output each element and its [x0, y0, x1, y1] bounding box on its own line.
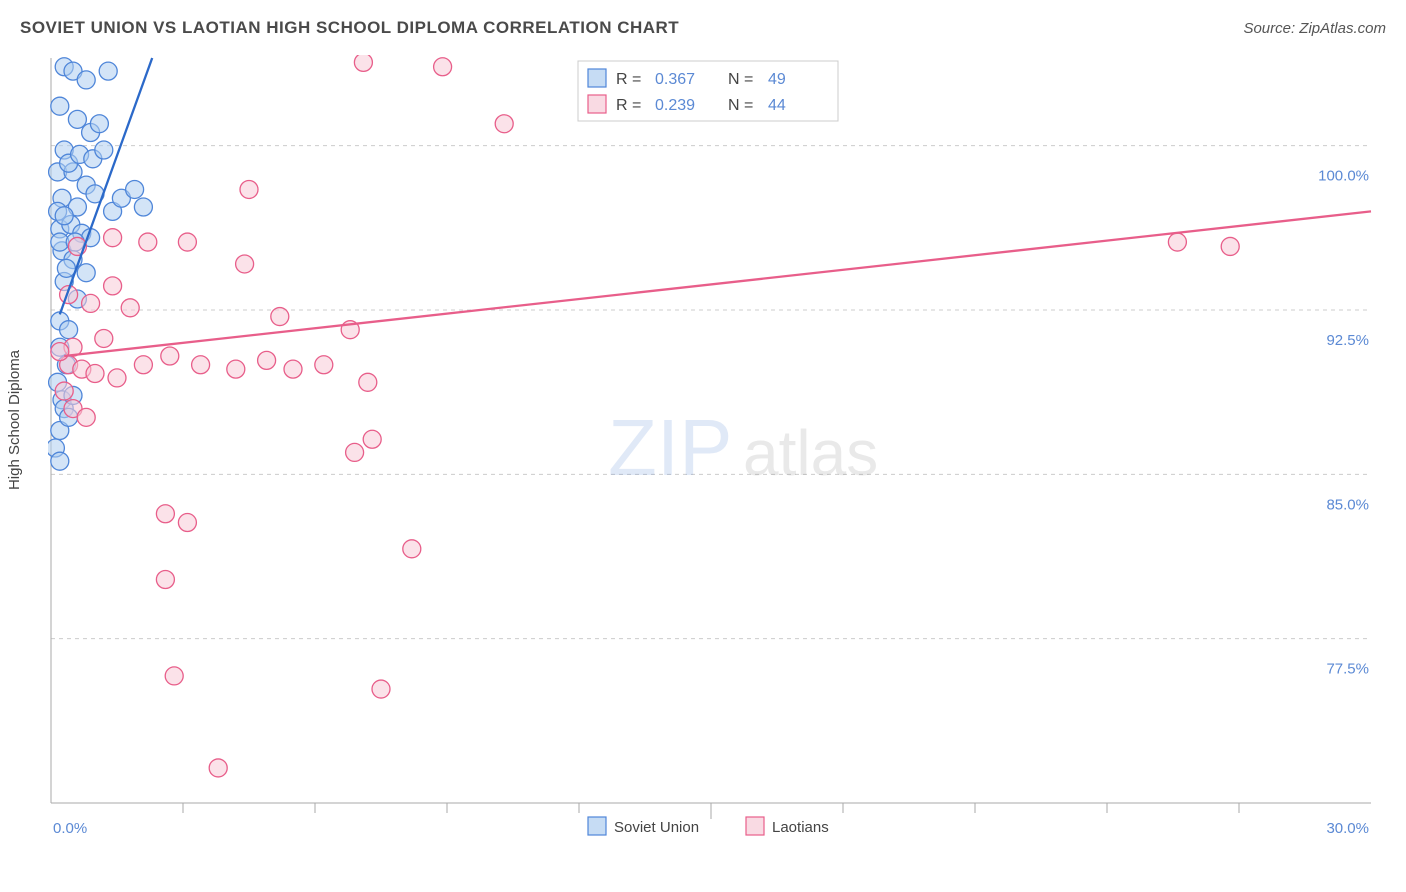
- x-tick-label: 0.0%: [53, 820, 87, 837]
- legend-r-value: 0.239: [655, 97, 695, 114]
- data-point: [55, 207, 73, 225]
- data-point: [126, 180, 144, 198]
- y-tick-label: 100.0%: [1318, 168, 1369, 185]
- chart-svg: 77.5% 85.0% 92.5% 100.0% ZIPatlas R = 0.367 N =…: [48, 55, 1386, 840]
- data-point: [227, 360, 245, 378]
- legend-n-value: 49: [768, 71, 786, 88]
- watermark-text: ZIP: [608, 403, 732, 492]
- scatter-chart: 77.5% 85.0% 92.5% 100.0% ZIPatlas R = 0.367 N =…: [48, 55, 1386, 840]
- data-point: [258, 351, 276, 369]
- legend-swatch: [588, 95, 606, 113]
- chart-title: SOVIET UNION VS LAOTIAN HIGH SCHOOL DIPL…: [20, 18, 679, 38]
- data-point: [354, 55, 372, 71]
- data-point: [51, 343, 69, 361]
- x-tick-label: 30.0%: [1326, 820, 1369, 837]
- legend-r-value: 0.367: [655, 71, 695, 88]
- data-point: [284, 360, 302, 378]
- chart-header: SOVIET UNION VS LAOTIAN HIGH SCHOOL DIPL…: [20, 18, 1386, 38]
- legend-swatch: [588, 69, 606, 87]
- data-point: [236, 255, 254, 273]
- data-point: [156, 571, 174, 589]
- data-point: [346, 443, 364, 461]
- data-point: [495, 115, 513, 133]
- data-point: [192, 356, 210, 374]
- y-tick-label: 92.5%: [1326, 332, 1369, 349]
- legend-n-label: N =: [728, 71, 753, 88]
- data-point: [55, 382, 73, 400]
- data-point: [82, 294, 100, 312]
- data-point: [95, 141, 113, 159]
- data-point: [77, 408, 95, 426]
- data-point: [139, 233, 157, 251]
- data-point: [372, 680, 390, 698]
- data-point: [209, 759, 227, 777]
- y-axis-label: High School Diploma: [6, 350, 23, 490]
- data-point: [240, 180, 258, 198]
- trend-line: [64, 211, 1371, 356]
- data-point: [77, 264, 95, 282]
- data-point: [156, 505, 174, 523]
- y-tick-label: 77.5%: [1326, 661, 1369, 678]
- data-point: [77, 71, 95, 89]
- data-point: [104, 277, 122, 295]
- data-point: [108, 369, 126, 387]
- data-point: [315, 356, 333, 374]
- data-point: [99, 62, 117, 80]
- bottom-legend-swatch: [588, 817, 606, 835]
- y-tick-label: 85.0%: [1326, 496, 1369, 513]
- data-point: [95, 329, 113, 347]
- data-point: [68, 110, 86, 128]
- legend-r-label: R =: [616, 97, 641, 114]
- legend-n-label: N =: [728, 97, 753, 114]
- bottom-legend-label: Laotians: [772, 819, 829, 836]
- data-point: [403, 540, 421, 558]
- data-point: [51, 97, 69, 115]
- data-point: [86, 365, 104, 383]
- data-point: [434, 58, 452, 76]
- bottom-legend-label: Soviet Union: [614, 819, 699, 836]
- data-point: [271, 308, 289, 326]
- data-point: [104, 229, 122, 247]
- data-point: [363, 430, 381, 448]
- data-point: [51, 452, 69, 470]
- chart-source: Source: ZipAtlas.com: [1243, 20, 1386, 37]
- watermark-text: atlas: [743, 417, 878, 489]
- data-point: [134, 198, 152, 216]
- data-point: [161, 347, 179, 365]
- data-point: [178, 233, 196, 251]
- data-point: [134, 356, 152, 374]
- data-point: [165, 667, 183, 685]
- data-point: [1168, 233, 1186, 251]
- data-point: [1221, 237, 1239, 255]
- data-point: [90, 115, 108, 133]
- data-point: [60, 321, 78, 339]
- data-point: [121, 299, 139, 317]
- data-point: [57, 259, 75, 277]
- bottom-legend-swatch: [746, 817, 764, 835]
- legend-r-label: R =: [616, 71, 641, 88]
- legend-n-value: 44: [768, 97, 786, 114]
- data-point: [359, 373, 377, 391]
- data-point: [178, 514, 196, 532]
